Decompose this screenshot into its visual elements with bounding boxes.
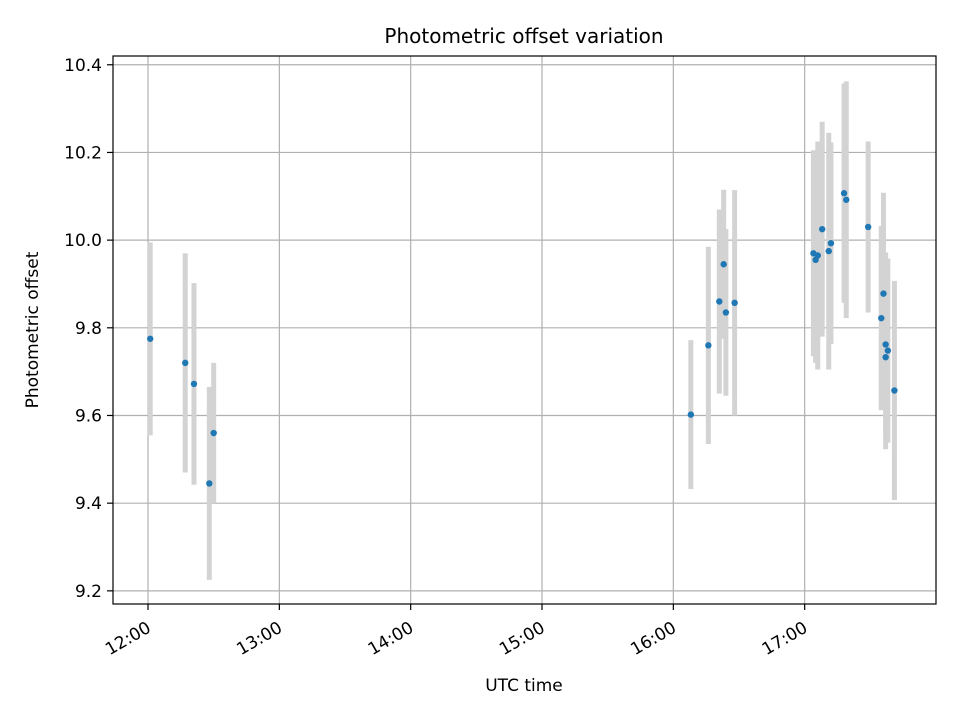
data-point [814,252,822,259]
data-point [720,261,727,268]
data-points [147,190,898,487]
data-point [818,225,826,233]
grid [113,56,936,604]
data-point [206,480,213,487]
y-tick-label: 10.4 [64,56,102,76]
data-point [182,359,189,367]
data-point [840,190,848,197]
data-point [825,247,832,255]
data-point [864,223,872,231]
chart-title: Photometric offset variation [384,24,663,48]
data-point [722,309,730,316]
data-point [882,341,889,348]
y-tick-label: 10.2 [64,143,102,163]
plot-frame [112,55,937,605]
data-point [190,380,198,388]
y-tick-label: 9.4 [75,494,102,514]
y-tick-label: 9.2 [75,582,102,602]
data-point [731,299,738,307]
y-tick-label: 9.8 [75,319,102,339]
data-point [843,196,850,203]
data-point [878,314,885,322]
data-point [210,429,217,437]
data-point [705,342,712,349]
data-point [891,387,898,394]
x-axis-label: UTC time [485,676,563,696]
data-point [147,335,154,342]
y-axis-label: Photometric offset [23,251,43,408]
data-point [884,347,892,354]
data-point [880,290,887,297]
data-point [827,239,835,247]
data-point [882,353,889,361]
y-tick-label: 10.0 [64,231,102,251]
y-tick-label: 9.6 [75,406,102,426]
data-point [687,411,695,418]
data-point [716,298,723,305]
